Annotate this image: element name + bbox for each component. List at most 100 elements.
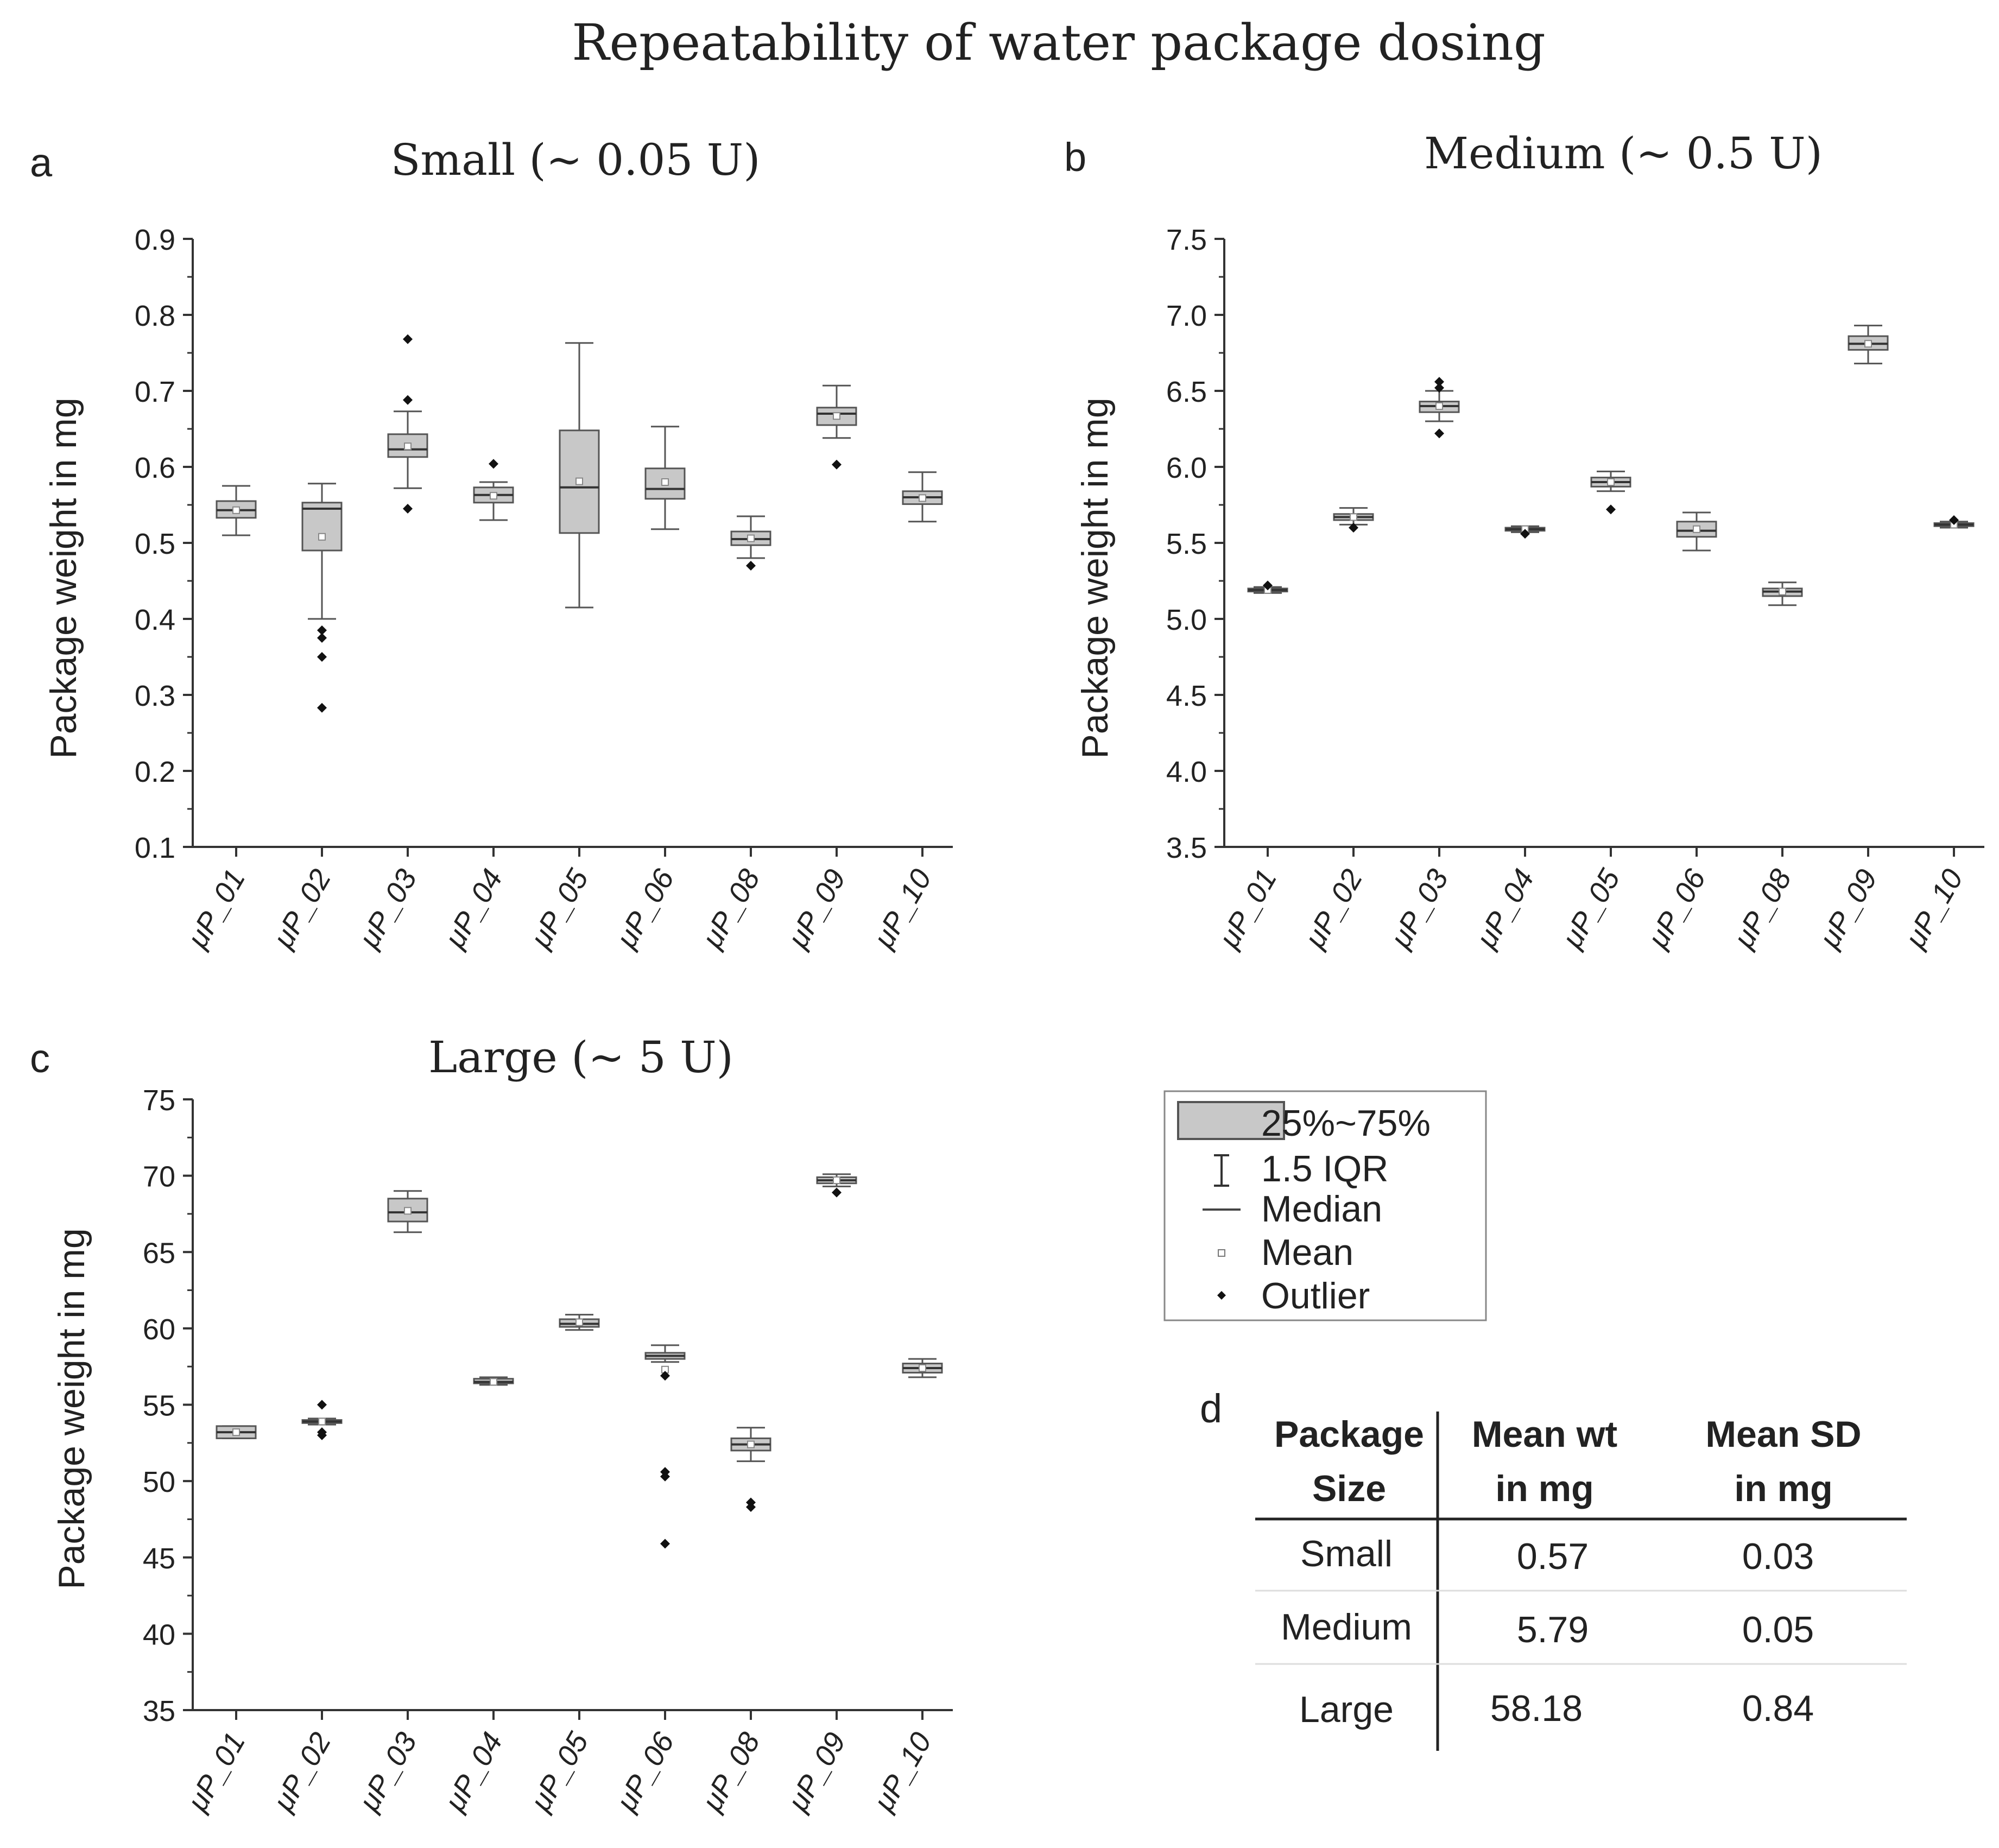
x-tick-label: μP_05 <box>1555 863 1627 954</box>
outlier-point <box>1606 504 1616 515</box>
panel-letter-a: a <box>30 140 53 185</box>
box-iqr <box>644 467 686 500</box>
y-tick-label: 55 <box>143 1390 175 1422</box>
box-μP_01 <box>1247 580 1288 594</box>
table-header-meanwt-1: Mean wt <box>1472 1414 1617 1455</box>
y-tick-label: 5.0 <box>1166 604 1207 636</box>
box-mean <box>404 1207 412 1215</box>
x-tick-label: μP_01 <box>181 1727 252 1818</box>
box-μP_02 <box>301 483 343 713</box>
x-tick-label: μP_10 <box>867 864 938 954</box>
x-tick-label: μP_10 <box>867 1727 938 1818</box>
outlier-point <box>403 395 413 405</box>
chart-title-small: Small (~ 0.05 U) <box>391 135 761 185</box>
legend-iqr-symbol <box>1214 1154 1229 1187</box>
box-mean <box>919 1364 926 1372</box>
box-mean <box>919 494 926 502</box>
chart-title-large: Large (~ 5 U) <box>428 1032 733 1083</box>
legend-label-outlier: Outlier <box>1261 1275 1370 1317</box>
outlier-point <box>832 1187 842 1198</box>
box-mean <box>1864 340 1872 348</box>
box-mean <box>232 1428 240 1436</box>
y-tick-label: 7.0 <box>1166 300 1207 332</box>
box-μP_10 <box>902 1358 943 1378</box>
box-mean <box>575 477 583 485</box>
box-μP_05 <box>559 1314 600 1331</box>
box-μP_05 <box>559 342 600 609</box>
y-tick-label: 70 <box>143 1161 175 1193</box>
outlier-point <box>660 1539 670 1549</box>
box-μP_04 <box>1504 525 1546 539</box>
box-μP_08 <box>1762 581 1803 606</box>
box-μP_04 <box>473 1376 514 1386</box>
table-header-package-1: Package <box>1274 1414 1424 1455</box>
outlier-point <box>403 504 413 514</box>
x-tick-label: μP_03 <box>352 1727 423 1818</box>
box-μP_01 <box>216 1425 257 1439</box>
outlier-point <box>403 334 413 344</box>
box-mean <box>318 1417 326 1426</box>
table-cell-meanwt-large: 58.18 <box>1490 1688 1583 1729</box>
y-tick-label: 0.6 <box>135 452 175 484</box>
outlier-point <box>489 459 498 469</box>
y-tick-label: 0.7 <box>135 376 175 408</box>
outlier-point <box>1434 383 1444 393</box>
box-mean <box>833 412 840 420</box>
y-axis-label-b: Package weight in mg <box>1074 397 1116 758</box>
box-mean <box>404 442 412 451</box>
x-tick-label: μP_08 <box>695 1727 767 1818</box>
x-tick-label: μP_05 <box>524 863 595 954</box>
box-mean <box>661 478 669 486</box>
y-tick-label: 5.5 <box>1166 528 1207 560</box>
box-μP_06 <box>1676 511 1717 552</box>
legend-mean-symbol <box>1218 1249 1225 1257</box>
box-mean <box>747 534 755 542</box>
y-tick-label: 60 <box>143 1313 175 1346</box>
x-tick-label: μP_03 <box>352 864 423 954</box>
panel-b: b Medium (~ 0.5 U) Package weight in mg … <box>1064 128 1984 954</box>
panel-a: a Small (~ 0.05 U) Package weight in mg … <box>30 135 953 954</box>
x-tick-label: μP_10 <box>1899 864 1970 954</box>
y-tick-label: 0.9 <box>135 224 175 256</box>
y-tick-label: 0.2 <box>135 756 175 788</box>
outlier-point <box>317 633 327 643</box>
box-μP_03 <box>387 1190 428 1233</box>
box-mean <box>1350 513 1357 521</box>
box-iqr <box>301 502 343 552</box>
y-tick-label: 0.5 <box>135 528 175 560</box>
box-μP_03 <box>387 334 428 514</box>
table-header-meansd-2: in mg <box>1734 1468 1832 1509</box>
y-tick-label: 75 <box>143 1084 175 1117</box>
box-mean <box>232 506 240 514</box>
outlier-point <box>660 1371 670 1381</box>
table-header-meanwt-2: in mg <box>1495 1468 1593 1509</box>
outlier-point <box>832 459 842 470</box>
box-μP_08 <box>730 515 771 571</box>
x-tick-label: μP_08 <box>695 864 767 954</box>
outlier-point <box>317 1400 327 1410</box>
table-cell-size-large: Large <box>1299 1689 1394 1730</box>
x-tick-label: μP_09 <box>1813 864 1884 954</box>
box-μP_02 <box>301 1400 343 1440</box>
plot-small: 0.10.20.30.40.50.60.70.80.9μP_01 μP_02 μP_… <box>135 224 953 954</box>
box-μP_03 <box>1419 377 1460 439</box>
outlier-point <box>660 1471 670 1482</box>
y-axis-label-c: Package weight in mg <box>51 1228 92 1589</box>
table-header-meansd-1: Mean SD <box>1705 1414 1861 1455</box>
table-cell-meanwt-medium: 5.79 <box>1517 1609 1589 1650</box>
y-tick-label: 50 <box>143 1466 175 1498</box>
x-tick-label: μP_04 <box>1470 864 1541 954</box>
legend-outlier-symbol <box>1217 1291 1226 1300</box>
plot-medium: 3.54.04.55.05.56.06.57.07.5μP_01 μP_02 μP_… <box>1166 224 1984 954</box>
x-tick-label: μP_08 <box>1727 864 1798 954</box>
panel-letter-b: b <box>1064 135 1086 180</box>
x-tick-label: μP_04 <box>438 864 509 954</box>
x-tick-label: μP_06 <box>610 1726 681 1817</box>
outlier-point <box>317 703 327 713</box>
box-mean <box>490 1378 497 1386</box>
outlier-point <box>1520 529 1530 539</box>
box-μP_06 <box>644 426 686 530</box>
outlier-point <box>1949 515 1959 525</box>
outlier-point <box>317 625 327 635</box>
